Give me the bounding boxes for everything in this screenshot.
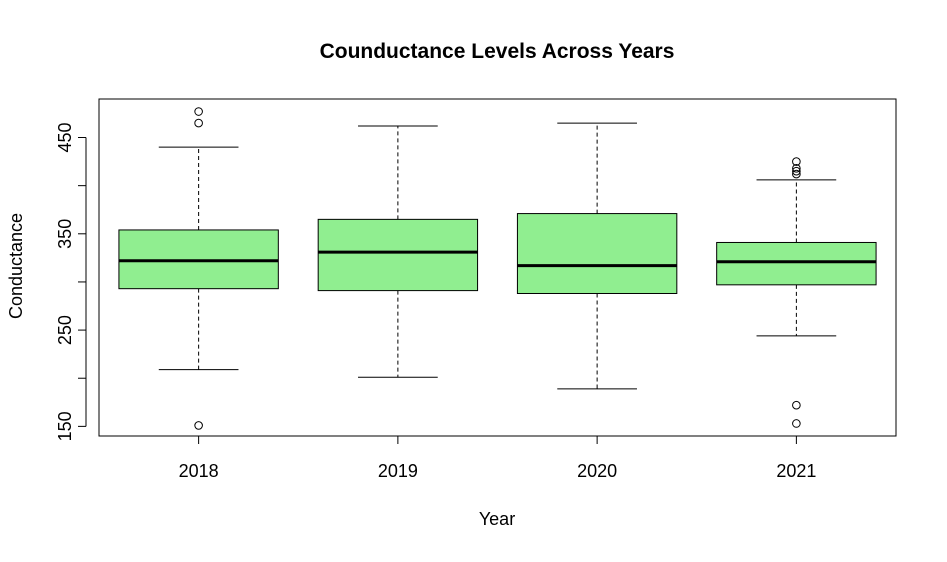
chart-title: Counductance Levels Across Years [320, 40, 675, 63]
iqr-box [716, 241, 877, 286]
outlier-point [792, 400, 801, 410]
outlier-point [194, 118, 203, 128]
outlier-point [194, 107, 203, 116]
y-tick-label: 150 [55, 411, 75, 441]
boxes-group [118, 107, 877, 430]
x-axis-label: Year [479, 509, 515, 529]
y-tick-label: 350 [55, 219, 75, 249]
x-tick-label: 2020 [577, 461, 617, 481]
y-axis: 150 250 350 450 [55, 122, 87, 441]
iqr-box [317, 218, 479, 292]
x-tick-label: 2019 [378, 461, 418, 481]
y-tick-label: 250 [55, 315, 75, 345]
x-tick-label: 2021 [776, 461, 816, 481]
iqr-box [516, 213, 678, 294]
y-tick-label: 450 [55, 122, 75, 152]
box-2018 [118, 107, 279, 430]
outlier-point [792, 169, 801, 179]
x-axis: 2018 2019 2020 2021 [179, 435, 816, 481]
y-axis-label: Conductance [6, 213, 26, 319]
box-2019 [317, 125, 479, 378]
outlier-point [194, 421, 203, 430]
outlier-point [792, 419, 801, 428]
box-2021 [716, 157, 877, 428]
outlier-point [792, 166, 801, 176]
box-2020 [516, 122, 678, 390]
outlier-point [792, 164, 801, 173]
x-tick-label: 2018 [179, 461, 219, 481]
outlier-point [792, 157, 801, 166]
